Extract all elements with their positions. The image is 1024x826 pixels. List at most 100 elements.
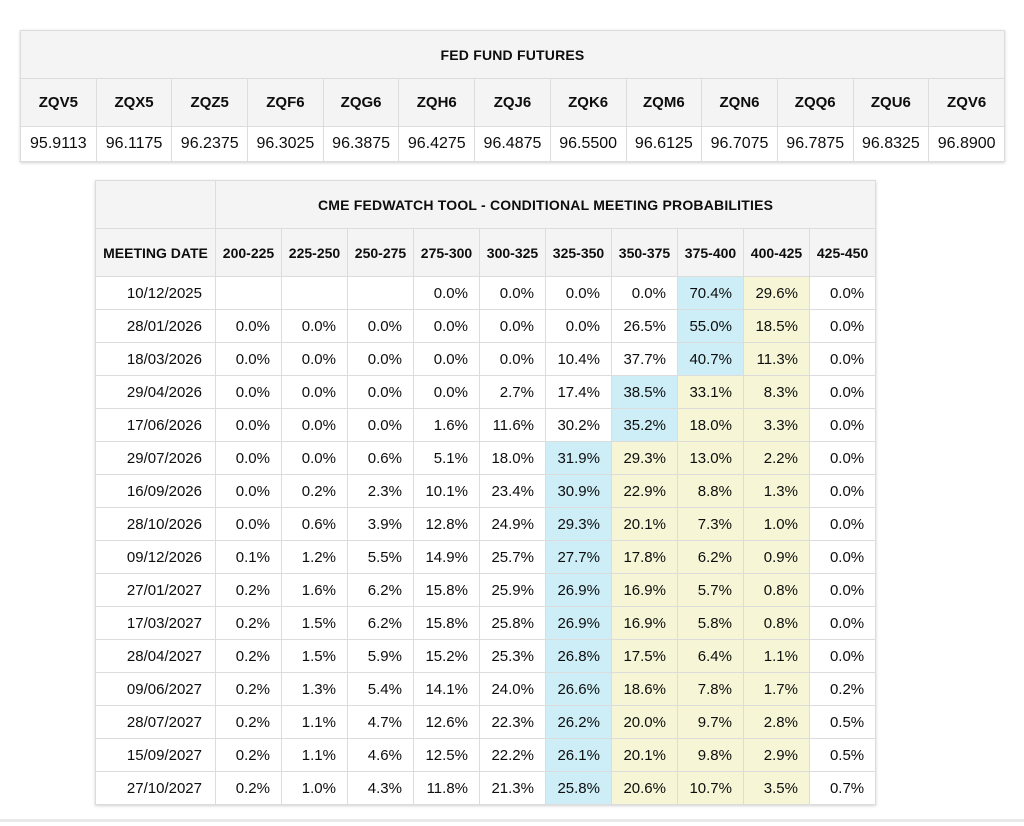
fedwatch-row: 10/12/2025 0.0% 0.0% 0.0% 0.0% 70.4% 29.6% 0.0% [95,276,877,310]
probability-cell: 5.5% [347,540,414,574]
probability-cell: 0.2% [215,705,282,739]
probability-cell: 0.6% [281,507,348,541]
probability-cell: 20.6% [611,771,678,805]
probability-cell: 18.6% [611,672,678,706]
contract-price: 96.4275 [398,126,476,162]
meeting-date-cell: 09/06/2027 [95,672,216,706]
probability-cell: 35.2% [611,408,678,442]
probability-cell: 55.0% [677,309,744,343]
probability-cell: 0.0% [413,375,480,409]
meeting-date-cell: 28/10/2026 [95,507,216,541]
contract-code: ZQZ5 [171,78,249,127]
probability-cell: 26.8% [545,639,612,673]
probability-cell: 0.0% [413,342,480,376]
meeting-date-cell: 27/10/2027 [95,771,216,805]
probability-cell: 0.0% [281,441,348,475]
probability-cell: 25.7% [479,540,546,574]
probability-cell: 0.2% [215,573,282,607]
probability-cell: 1.6% [413,408,480,442]
probability-cell: 11.6% [479,408,546,442]
probability-cell: 26.2% [545,705,612,739]
probability-cell: 1.1% [281,705,348,739]
probability-cell: 0.0% [808,441,877,475]
probability-cell: 0.0% [545,276,612,310]
meeting-date-cell: 29/04/2026 [95,375,216,409]
probability-cell: 37.7% [611,342,678,376]
probability-cell: 1.7% [743,672,810,706]
probability-cell: 0.5% [808,705,877,739]
probability-cell: 1.2% [281,540,348,574]
probability-cell: 40.7% [677,342,744,376]
probability-cell: 0.0% [215,441,282,475]
contract-price: 96.7075 [701,126,778,162]
probability-cell: 5.4% [347,672,414,706]
rate-range-header: 225-250 [281,228,348,277]
probability-cell: 0.0% [347,408,414,442]
probability-cell: 1.0% [281,771,348,805]
probability-cell: 4.6% [347,738,414,772]
probability-cell: 4.3% [347,771,414,805]
probability-cell: 0.0% [215,408,282,442]
probability-cell: 0.0% [215,342,282,376]
contract-code: ZQU6 [852,78,930,127]
probability-cell: 0.0% [347,342,414,376]
probability-cell: 0.2% [215,639,282,673]
probability-cell: 9.8% [677,738,744,772]
probability-cell: 0.0% [281,342,348,376]
probability-cell: 6.4% [677,639,744,673]
probability-cell: 0.0% [215,507,282,541]
probability-cell: 1.1% [743,639,810,673]
probability-cell: 17.8% [611,540,678,574]
probability-cell: 24.9% [479,507,546,541]
probability-cell: 21.3% [479,771,546,805]
probability-cell: 25.8% [545,771,612,805]
rate-range-header: 275-300 [413,228,480,277]
meeting-date-cell: 17/03/2027 [95,606,216,640]
fedwatch-row: 18/03/2026 0.0% 0.0% 0.0% 0.0% 0.0% 10.4% 37.7%… [95,342,877,376]
probability-cell: 1.5% [281,639,348,673]
probability-cell: 0.0% [479,309,546,343]
probability-cell: 10.4% [545,342,612,376]
contract-code: ZQN6 [701,78,778,127]
probability-cell: 3.5% [743,771,810,805]
probability-cell: 25.9% [479,573,546,607]
probability-cell: 7.3% [677,507,744,541]
probability-cell: 1.3% [281,672,348,706]
probability-cell: 22.3% [479,705,546,739]
meeting-date-cell: 29/07/2026 [95,441,216,475]
meeting-date-cell: 17/06/2026 [95,408,216,442]
probability-cell: 0.8% [743,573,810,607]
fedwatch-row: 17/06/2026 0.0% 0.0% 0.0% 1.6% 11.6% 30.2% 35.2… [95,408,877,442]
futures-price-row: 95.9113 96.1175 96.2375 96.3025 96.3875 96.42… [20,126,1005,162]
probability-cell: 0.0% [808,342,877,376]
rate-range-header: 425-450 [808,228,877,277]
probability-cell: 20.1% [611,738,678,772]
probability-cell: 0.2% [215,672,282,706]
probability-cell: 0.9% [743,540,810,574]
fedwatch-row: 09/12/2026 0.1% 1.2% 5.5% 14.9% 25.7% 27.7% 17.… [95,540,877,574]
probability-cell: 0.0% [215,375,282,409]
probability-cell: 6.2% [347,606,414,640]
fedwatch-probabilities-table: CME FEDWATCH TOOL - CONDITIONAL MEETING … [95,180,877,805]
probability-cell: 0.0% [347,309,414,343]
meeting-date-cell: 18/03/2026 [95,342,216,376]
fedwatch-row: 15/09/2027 0.2% 1.1% 4.6% 12.5% 22.2% 26.1% 20.… [95,738,877,772]
probability-cell: 0.5% [808,738,877,772]
probability-cell: 29.6% [743,276,810,310]
probability-cell: 8.8% [677,474,744,508]
probability-cell: 0.0% [808,276,877,310]
meeting-date-cell: 27/01/2027 [95,573,216,607]
probability-cell: 15.2% [413,639,480,673]
rate-range-header: 400-425 [743,228,810,277]
probability-cell: 0.0% [479,276,546,310]
probability-cell: 0.0% [808,606,877,640]
probability-cell: 5.8% [677,606,744,640]
contract-price: 96.4875 [474,126,551,162]
probability-cell: 2.9% [743,738,810,772]
rate-range-header: 350-375 [611,228,678,277]
probability-cell: 1.3% [743,474,810,508]
probability-cell: 0.2% [215,771,282,805]
probability-cell: 25.3% [479,639,546,673]
fedwatch-row: 28/10/2026 0.0% 0.6% 3.9% 12.8% 24.9% 29.3% 20.… [95,507,877,541]
